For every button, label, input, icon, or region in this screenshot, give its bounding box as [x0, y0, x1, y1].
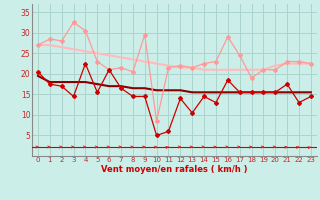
X-axis label: Vent moyen/en rafales ( km/h ): Vent moyen/en rafales ( km/h ) — [101, 165, 248, 174]
